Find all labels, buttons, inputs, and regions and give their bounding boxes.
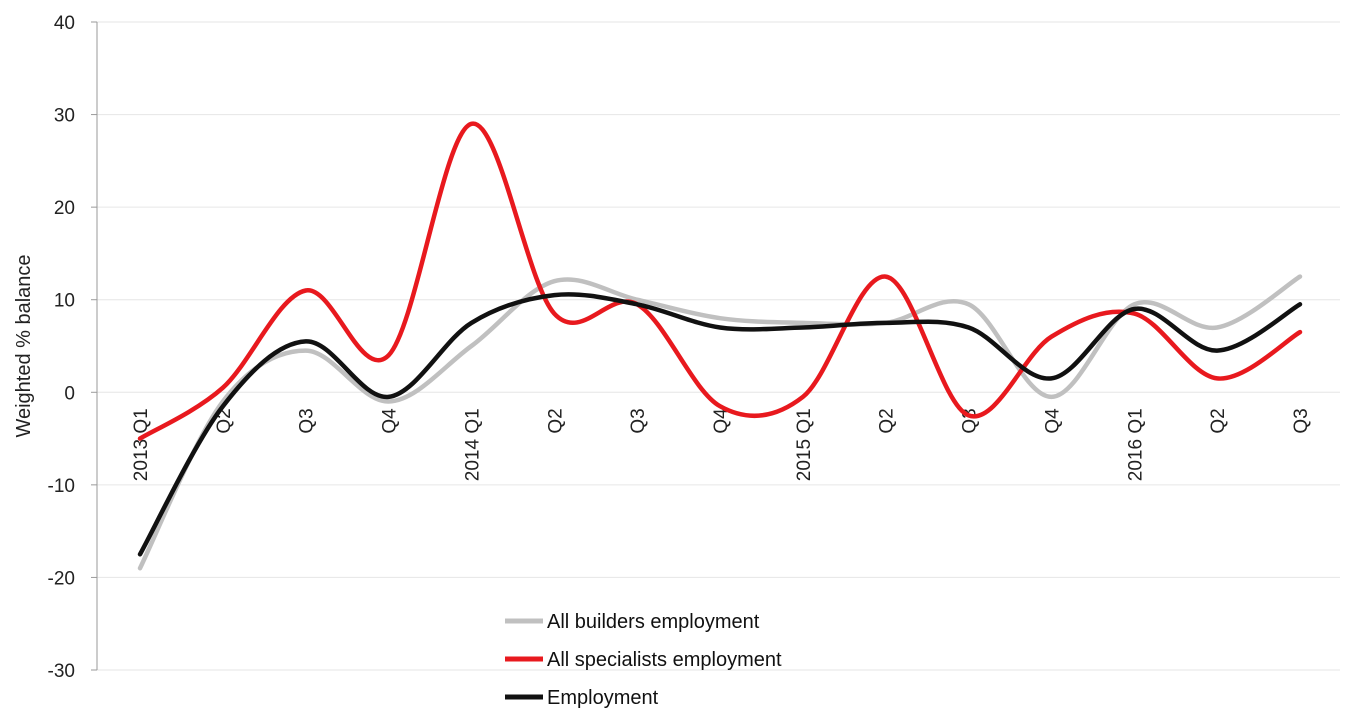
x-tick-label: Q4	[380, 408, 401, 434]
series-line-3	[137, 292, 1303, 557]
x-tick-label: Q3	[1291, 408, 1312, 433]
x-tick-label: 2016 Q1	[1125, 408, 1146, 481]
x-tick-label: Q4	[711, 408, 732, 434]
legend-label-1: All builders employment	[547, 611, 760, 633]
y-tick-label: 40	[54, 13, 75, 34]
legend: All builders employment All specialists e…	[505, 611, 782, 709]
series-line-2	[137, 121, 1303, 441]
x-tick-label: 2013 Q1	[131, 408, 152, 481]
x-tick-label: 2014 Q1	[462, 408, 483, 481]
series-line-1	[137, 274, 1303, 571]
y-tick-label: -10	[48, 476, 75, 497]
x-tick-label: Q2	[877, 408, 898, 433]
y-tick-label: 0	[64, 383, 75, 404]
x-tick-label: 2015 Q1	[794, 408, 815, 481]
y-tick-label: 10	[54, 291, 75, 312]
y-tick-label: 30	[54, 106, 75, 127]
y-tick-label: -20	[48, 568, 75, 589]
x-tick-label: Q3	[297, 408, 318, 433]
x-tick-label: Q2	[1208, 408, 1229, 433]
legend-label-3: Employment	[547, 687, 659, 709]
x-tick-label: Q3	[628, 408, 649, 433]
y-tick-label: -30	[48, 661, 75, 682]
gridlines	[97, 21, 1340, 671]
y-axis-title: Weighted % balance	[13, 254, 35, 437]
x-tick-label: Q2	[545, 408, 566, 433]
x-tick-labels: 2013 Q1 Q2 Q3 Q4 2014 Q1 Q2 Q3 Q4 2015 Q1 Q2 Q3 Q4 2…	[131, 408, 1312, 481]
legend-label-2: All specialists employment	[547, 649, 782, 671]
x-tick-label: Q4	[1042, 408, 1063, 434]
y-tick-label: 20	[54, 198, 75, 219]
series-lines	[137, 121, 1303, 571]
y-tick-labels: 40 30 20 10 0 -10 -20 -30	[48, 13, 97, 682]
